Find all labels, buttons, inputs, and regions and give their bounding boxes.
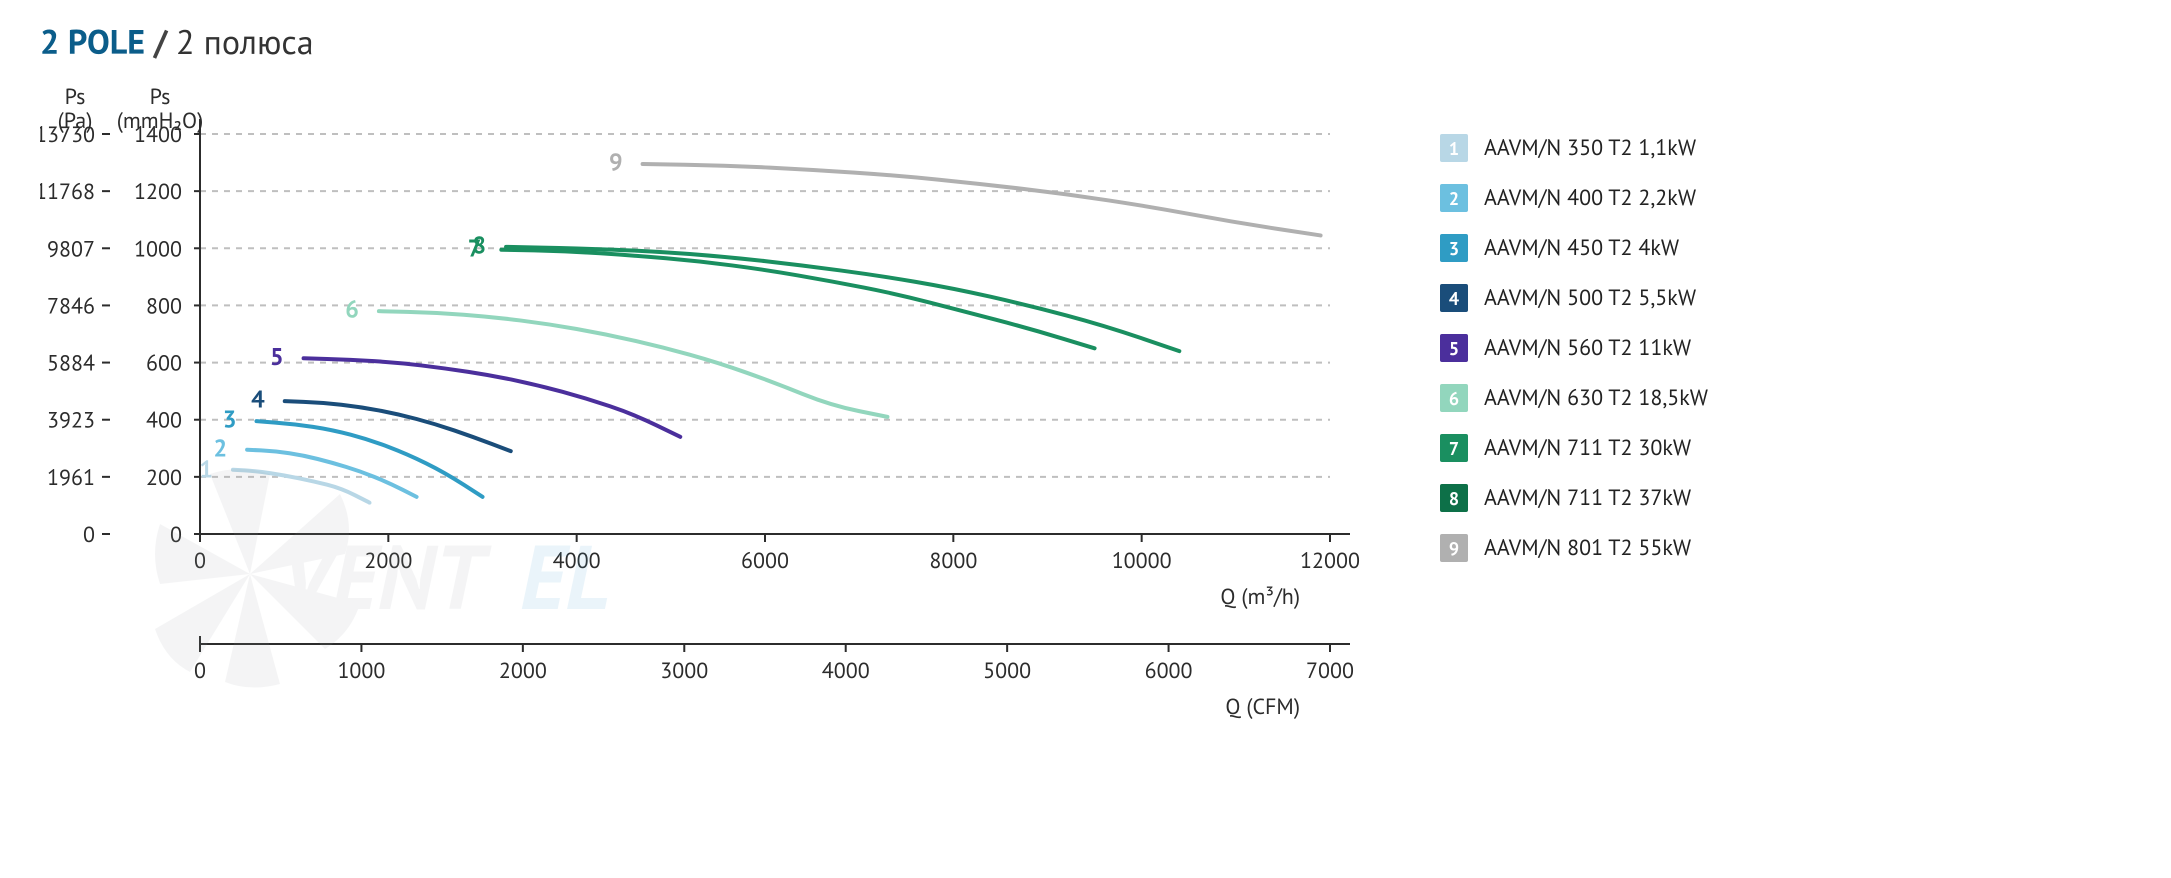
series-label-3: 3 — [223, 404, 237, 435]
legend-item-3: 3 AAVM/N 450 T2 4kW — [1440, 234, 1708, 262]
legend-box-4: 4 — [1440, 284, 1468, 312]
legend-box-5: 5 — [1440, 334, 1468, 362]
legend: 1 AAVM/N 350 T2 1,1kW 2 AAVM/N 400 T2 2,2kW… — [1440, 134, 1708, 819]
legend-label-7: AAVM/N 711 T2 30kW — [1484, 434, 1691, 462]
series-9 — [643, 164, 1321, 235]
legend-item-2: 2 AAVM/N 400 T2 2,2kW — [1440, 184, 1708, 212]
series-label-4: 4 — [251, 384, 265, 415]
svg-text:0: 0 — [194, 657, 206, 685]
svg-text:(mmH₂O): (mmH₂O) — [117, 107, 204, 135]
series-label-6: 6 — [345, 294, 359, 325]
series-label-5: 5 — [270, 341, 284, 372]
legend-label-4: AAVM/N 500 T2 5,5kW — [1484, 284, 1696, 312]
series-3 — [257, 421, 483, 497]
legend-label-5: AAVM/N 560 T2 11kW — [1484, 334, 1691, 362]
legend-box-9: 9 — [1440, 534, 1468, 562]
series-1 — [233, 470, 370, 503]
svg-text:0: 0 — [170, 521, 182, 549]
svg-text:7846: 7846 — [47, 292, 95, 320]
legend-box-1: 1 — [1440, 134, 1468, 162]
legend-label-9: AAVM/N 801 T2 55kW — [1484, 534, 1691, 562]
legend-label-2: AAVM/N 400 T2 2,2kW — [1484, 184, 1696, 212]
svg-text:10000: 10000 — [1112, 547, 1172, 575]
page: 2 POLE / 2 полюса 0200040006000800010000… — [0, 0, 2171, 878]
series-5 — [304, 358, 681, 437]
legend-label-6: AAVM/N 630 T2 18,5kW — [1484, 384, 1708, 412]
series-6 — [379, 311, 888, 417]
legend-box-3: 3 — [1440, 234, 1468, 262]
svg-text:6000: 6000 — [741, 547, 789, 575]
chart-svg: 020004000600080001000012000Q (m³/h)01000… — [40, 74, 1360, 814]
chart-area: 020004000600080001000012000Q (m³/h)01000… — [40, 74, 1360, 819]
svg-text:400: 400 — [146, 407, 182, 435]
legend-box-7: 7 — [1440, 434, 1468, 462]
svg-text:(Pa): (Pa) — [58, 107, 93, 135]
title-separator: / — [145, 20, 176, 64]
svg-text:Q (m³/h): Q (m³/h) — [1220, 583, 1300, 611]
legend-item-7: 7 AAVM/N 711 T2 30kW — [1440, 434, 1708, 462]
legend-item-6: 6 AAVM/N 630 T2 18,5kW — [1440, 384, 1708, 412]
legend-box-2: 2 — [1440, 184, 1468, 212]
svg-text:9807: 9807 — [47, 235, 95, 263]
svg-text:1200: 1200 — [134, 178, 182, 206]
svg-text:2000: 2000 — [499, 657, 547, 685]
svg-text:8000: 8000 — [929, 547, 977, 575]
series-label-9: 9 — [609, 147, 623, 178]
svg-text:600: 600 — [146, 350, 182, 378]
legend-item-9: 9 AAVM/N 801 T2 55kW — [1440, 534, 1708, 562]
legend-item-8: 8 AAVM/N 711 T2 37kW — [1440, 484, 1708, 512]
svg-text:5884: 5884 — [47, 350, 95, 378]
svg-text:3000: 3000 — [660, 657, 708, 685]
legend-label-8: AAVM/N 711 T2 37kW — [1484, 484, 1691, 512]
svg-text:200: 200 — [146, 464, 182, 492]
legend-label-3: AAVM/N 450 T2 4kW — [1484, 234, 1679, 262]
svg-text:0: 0 — [194, 547, 206, 575]
svg-text:0: 0 — [83, 521, 95, 549]
svg-text:1000: 1000 — [134, 235, 182, 263]
legend-box-6: 6 — [1440, 384, 1468, 412]
svg-text:1000: 1000 — [337, 657, 385, 685]
svg-text:11768: 11768 — [40, 178, 95, 206]
svg-text:7000: 7000 — [1306, 657, 1354, 685]
legend-item-4: 4 AAVM/N 500 T2 5,5kW — [1440, 284, 1708, 312]
svg-text:4000: 4000 — [822, 657, 870, 685]
legend-item-5: 5 AAVM/N 560 T2 11kW — [1440, 334, 1708, 362]
svg-text:Q (CFM): Q (CFM) — [1225, 693, 1300, 721]
svg-text:2000: 2000 — [364, 547, 412, 575]
chart-wrap: 020004000600080001000012000Q (m³/h)01000… — [40, 74, 2131, 819]
series-label-2: 2 — [213, 432, 227, 463]
svg-text:1961: 1961 — [47, 464, 95, 492]
series-label-8: 8 — [472, 229, 486, 260]
svg-text:4000: 4000 — [553, 547, 601, 575]
svg-text:6000: 6000 — [1145, 657, 1193, 685]
title-sub: 2 полюса — [176, 20, 314, 64]
legend-label-1: AAVM/N 350 T2 1,1kW — [1484, 134, 1696, 162]
svg-text:12000: 12000 — [1300, 547, 1360, 575]
chart-title: 2 POLE / 2 полюса — [40, 20, 2131, 64]
svg-text:5000: 5000 — [983, 657, 1031, 685]
svg-text:3923: 3923 — [47, 407, 95, 435]
legend-item-1: 1 AAVM/N 350 T2 1,1kW — [1440, 134, 1708, 162]
svg-text:800: 800 — [146, 292, 182, 320]
legend-box-8: 8 — [1440, 484, 1468, 512]
series-label-1: 1 — [199, 454, 213, 485]
title-main: 2 POLE — [40, 20, 145, 64]
